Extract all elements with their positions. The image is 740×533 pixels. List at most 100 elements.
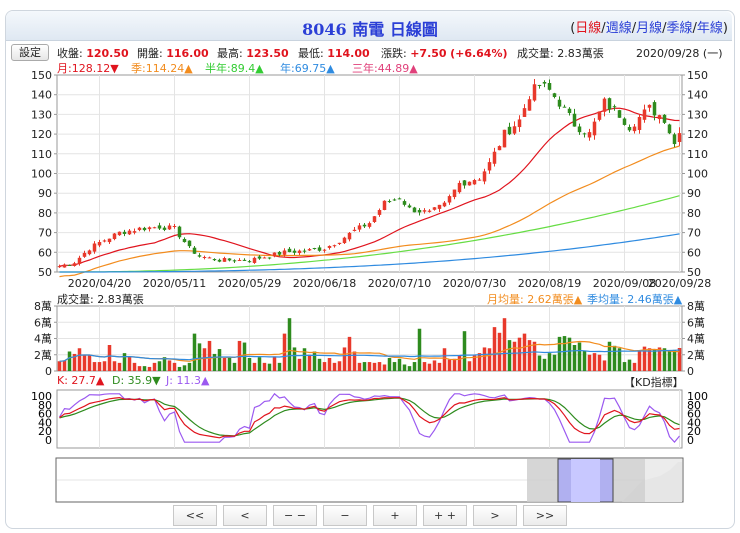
candle-body — [582, 133, 587, 135]
volume-bar — [677, 348, 682, 371]
candle-body — [462, 180, 467, 186]
candle-body — [452, 189, 457, 198]
candle-body — [172, 225, 177, 227]
kd-d-line — [59, 397, 680, 437]
nav-first-button[interactable]: << — [173, 505, 217, 526]
volume-bar — [472, 355, 477, 371]
volume-bar — [537, 355, 542, 371]
volume-bar — [227, 358, 232, 371]
kd-tick-label-right: 60 — [687, 408, 701, 421]
nav-zoom-out-button[interactable]: − — [323, 505, 367, 526]
volume-bar — [212, 353, 217, 371]
candle-body — [372, 216, 377, 223]
kd-tick-label-right: 100 — [687, 390, 708, 403]
low-info: 最低: 114.00 — [298, 45, 370, 61]
change-info: 漲跌: +7.50 (+6.64%) — [381, 45, 508, 61]
volume-bar — [482, 347, 487, 371]
candle-body — [147, 227, 152, 230]
ma-month: 月:128.12▼ — [57, 62, 119, 75]
volume-bar — [147, 366, 152, 371]
candle-body — [212, 259, 217, 261]
period-monthly[interactable]: 月線 — [636, 21, 663, 36]
candle-body — [347, 232, 352, 240]
ma-year-line — [59, 233, 680, 273]
candle-body — [522, 108, 527, 117]
candle-body — [307, 249, 312, 251]
candle-body — [397, 198, 402, 200]
close-info: 收盤: 120.50 — [57, 45, 129, 61]
volume-bar — [62, 360, 67, 371]
candle-body — [102, 240, 107, 242]
candle-body — [492, 151, 497, 164]
volume-bar — [87, 354, 92, 371]
volume-bar — [547, 353, 552, 371]
candle-body — [657, 115, 662, 120]
nav-last-button[interactable]: >> — [523, 505, 567, 526]
volume-bar — [332, 362, 337, 371]
candle-body — [332, 245, 337, 247]
kd-tick-label-right: 80 — [687, 399, 701, 412]
volume-bar — [532, 341, 537, 371]
volume-bar — [307, 354, 312, 371]
volume-bar — [582, 350, 587, 371]
volume-tick-label-right: 2萬 — [687, 349, 705, 362]
change-pct: (+6.64%) — [450, 47, 508, 60]
settings-button[interactable]: 設定 — [11, 44, 49, 61]
candle-body — [162, 227, 167, 230]
candle-body — [647, 104, 652, 108]
candle-body — [612, 106, 617, 108]
candle-body — [407, 205, 412, 208]
volume-tick-label-left: 2萬 — [34, 349, 52, 362]
period-weekly[interactable]: 週線 — [605, 21, 632, 36]
candle-body — [342, 237, 347, 244]
price-tick-label-right: 150 — [687, 69, 708, 82]
volume-bar — [107, 345, 112, 371]
nav-prev-button[interactable]: < — [223, 505, 267, 526]
kd-k-line — [59, 396, 680, 439]
date-label: 2020/09/28 — [648, 277, 711, 290]
ma-quarter-line — [59, 145, 680, 278]
candle-body — [467, 181, 472, 186]
nav-zoom-out-more-button[interactable]: − − — [273, 505, 317, 526]
volume-bar — [502, 318, 507, 371]
volume-bar — [512, 341, 517, 371]
nav-next-button[interactable]: > — [473, 505, 517, 526]
volume-bar — [72, 353, 77, 371]
nav-zoom-in-button[interactable]: + — [373, 505, 417, 526]
kd-tick-label-right: 20 — [687, 425, 701, 438]
candle-body — [337, 242, 342, 244]
candle-body — [157, 225, 162, 229]
price-tick-label-left: 130 — [31, 108, 52, 121]
price-tick-label-left: 80 — [38, 207, 52, 220]
period-quarterly[interactable]: 季線 — [666, 21, 693, 36]
kd-k-value: K: 27.7▲ — [57, 374, 105, 387]
volume-bar — [152, 362, 157, 371]
candle-body — [597, 111, 602, 120]
volume-bar — [267, 363, 272, 371]
paren: ( — [570, 21, 576, 36]
volume-bar — [637, 350, 642, 371]
candle-body — [667, 124, 672, 134]
volume-bar — [492, 327, 497, 371]
kd-d-value: D: 35.9▼ — [112, 374, 161, 387]
price-tick-label-right: 90 — [687, 187, 701, 200]
nav-zoom-in-more-button[interactable]: + + — [423, 505, 467, 526]
candle-body — [677, 133, 682, 142]
volume-bar — [337, 361, 342, 371]
candle-body — [57, 266, 62, 268]
volume-bar — [437, 362, 442, 371]
price-tick-label-right: 50 — [687, 266, 701, 279]
kd-tick-label-left: 0 — [45, 434, 52, 447]
volume-bar — [432, 360, 437, 371]
candle-body — [382, 200, 387, 210]
price-tick-label-left: 110 — [31, 148, 52, 161]
price-tick-label-left: 90 — [38, 187, 52, 200]
volume-bar — [202, 348, 207, 371]
candle-body — [507, 126, 512, 135]
price-tick-label-left: 140 — [31, 89, 52, 102]
candle-body — [302, 250, 307, 252]
period-daily[interactable]: 日線 — [575, 21, 602, 36]
period-yearly[interactable]: 年線 — [696, 21, 723, 36]
paren: ) — [722, 21, 728, 36]
price-tick-label-right: 80 — [687, 207, 701, 220]
